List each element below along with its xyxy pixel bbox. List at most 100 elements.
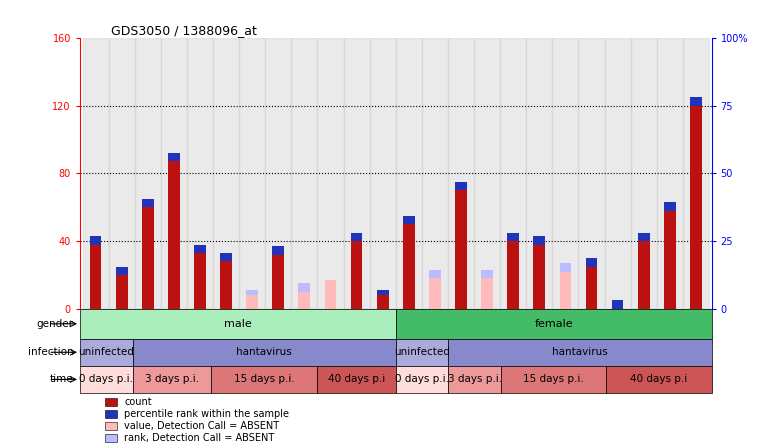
Text: value, Detection Call = ABSENT: value, Detection Call = ABSENT	[124, 421, 279, 431]
Bar	[80, 366, 132, 393]
Bar	[105, 398, 116, 406]
Bar	[377, 295, 389, 309]
Bar	[168, 153, 180, 162]
Bar	[298, 292, 310, 309]
Text: 3 days p.i.: 3 days p.i.	[447, 374, 501, 385]
Bar	[612, 301, 623, 309]
Bar	[604, 38, 631, 309]
Bar	[168, 162, 180, 309]
Bar	[578, 38, 604, 309]
Bar	[220, 262, 232, 309]
Bar	[90, 236, 101, 245]
Bar	[586, 266, 597, 309]
Bar	[247, 290, 258, 295]
Bar	[586, 258, 597, 266]
Bar	[448, 366, 501, 393]
Bar	[481, 270, 493, 278]
Bar	[135, 38, 161, 309]
Bar	[448, 38, 474, 309]
Bar	[142, 199, 154, 207]
Bar	[690, 97, 702, 106]
Bar	[396, 309, 712, 339]
Bar	[90, 245, 101, 309]
Bar	[607, 366, 712, 393]
Bar	[80, 309, 396, 339]
Bar	[403, 224, 415, 309]
Text: count: count	[124, 397, 151, 407]
Bar	[429, 278, 441, 309]
Bar	[194, 245, 205, 253]
Bar	[552, 38, 578, 309]
Text: 0 days p.i.: 0 days p.i.	[79, 374, 133, 385]
Bar	[132, 366, 212, 393]
Bar	[325, 280, 336, 309]
Text: rank, Detection Call = ABSENT: rank, Detection Call = ABSENT	[124, 433, 275, 444]
Text: infection: infection	[28, 347, 74, 357]
Bar	[396, 366, 448, 393]
Bar	[272, 246, 284, 255]
Bar	[455, 182, 466, 190]
Bar	[403, 216, 415, 224]
Bar	[132, 339, 396, 366]
Bar	[683, 38, 709, 309]
Bar	[116, 275, 128, 309]
Bar	[105, 435, 116, 442]
Bar	[377, 301, 389, 309]
Bar	[90, 245, 101, 309]
Bar	[508, 233, 519, 241]
Bar	[422, 38, 448, 309]
Bar	[82, 38, 109, 309]
Bar	[247, 295, 258, 309]
Text: male: male	[224, 319, 252, 329]
Text: 40 days p.i: 40 days p.i	[630, 374, 687, 385]
Bar	[351, 233, 362, 241]
Bar	[370, 38, 396, 309]
Bar	[377, 290, 389, 295]
Text: uninfected: uninfected	[394, 347, 450, 357]
Bar	[212, 366, 317, 393]
Bar	[105, 422, 116, 430]
Bar	[533, 245, 545, 309]
Bar	[396, 38, 422, 309]
Text: 0 days p.i.: 0 days p.i.	[395, 374, 449, 385]
Text: percentile rank within the sample: percentile rank within the sample	[124, 409, 289, 419]
Bar	[481, 278, 493, 309]
Bar	[351, 246, 362, 309]
Text: 40 days p.i: 40 days p.i	[328, 374, 385, 385]
Bar	[317, 38, 343, 309]
Text: gender: gender	[37, 319, 74, 329]
Bar	[194, 253, 205, 309]
Text: 3 days p.i.: 3 days p.i.	[145, 374, 199, 385]
Text: female: female	[534, 319, 573, 329]
Text: GDS3050 / 1388096_at: GDS3050 / 1388096_at	[112, 24, 257, 36]
Bar	[187, 38, 213, 309]
Bar	[501, 366, 607, 393]
Bar	[266, 38, 291, 309]
Bar	[690, 106, 702, 309]
Bar	[631, 38, 657, 309]
Bar	[298, 283, 310, 292]
Bar	[351, 241, 362, 309]
Bar	[638, 233, 650, 241]
Bar	[638, 241, 650, 309]
Bar	[526, 38, 552, 309]
Bar	[664, 202, 676, 210]
Bar	[429, 270, 441, 278]
Bar	[474, 38, 500, 309]
Bar	[533, 236, 545, 245]
Bar	[396, 339, 448, 366]
Bar	[213, 38, 239, 309]
Bar	[272, 255, 284, 309]
Text: hantavirus: hantavirus	[552, 347, 608, 357]
Bar	[291, 38, 317, 309]
Text: uninfected: uninfected	[78, 347, 134, 357]
Text: time: time	[50, 374, 74, 385]
Text: 15 days p.i.: 15 days p.i.	[234, 374, 295, 385]
Bar	[559, 272, 572, 309]
Text: hantavirus: hantavirus	[236, 347, 292, 357]
Bar	[105, 410, 116, 418]
Bar	[80, 339, 132, 366]
Bar	[161, 38, 187, 309]
Bar	[343, 38, 370, 309]
Bar	[448, 339, 712, 366]
